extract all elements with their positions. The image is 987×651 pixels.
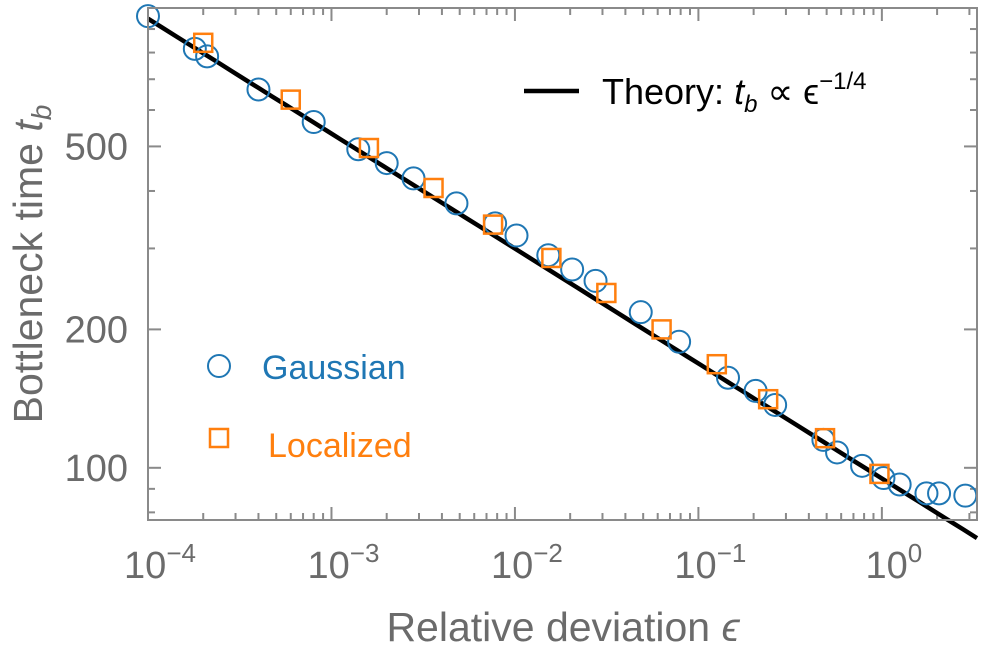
legend-theory-label: Theory: tb ∝ ϵ−1/4 — [602, 68, 866, 118]
localized-point — [651, 319, 672, 340]
localized-point — [869, 463, 890, 485]
gaussian-point — [825, 440, 850, 465]
gaussian-point — [914, 481, 939, 506]
localized-point — [757, 388, 779, 410]
gaussian-point — [871, 466, 896, 491]
gaussian-point — [887, 472, 912, 497]
localized-point — [541, 247, 562, 269]
x-tick-labels: 10−4 10−3 10−2 10−1 100 — [124, 538, 922, 587]
localized-point — [706, 353, 728, 375]
x-axis-title: Relative deviation ϵ — [386, 604, 740, 650]
theory-line-group — [146, 16, 979, 541]
localized-point — [596, 282, 617, 304]
gaussian-point — [444, 191, 469, 216]
localized-point — [192, 32, 214, 54]
gaussian-point — [716, 365, 741, 390]
localized-point — [358, 137, 380, 159]
localized-point — [482, 214, 504, 235]
x-tick-label: 100 — [865, 538, 922, 587]
gaussian-point — [504, 223, 529, 248]
legend-localized: Localized — [208, 427, 412, 465]
y-tick-label: 500 — [65, 126, 128, 168]
legend-gaussian: Gaussian — [207, 349, 406, 387]
y-tick-labels: 100 200 500 — [65, 126, 128, 489]
y-tick-label: 100 — [65, 448, 128, 490]
gaussian-point — [763, 392, 788, 417]
gaussian-point — [628, 300, 653, 325]
x-tick-label: 10−4 — [124, 538, 196, 587]
data-points — [136, 4, 978, 508]
gaussian-point — [536, 243, 561, 268]
legend-gaussian-marker — [207, 354, 231, 378]
gaussian-point — [246, 77, 271, 102]
localized-point — [423, 177, 444, 199]
localized-point — [814, 427, 836, 449]
x-tick-label: 10−2 — [491, 538, 563, 587]
theory-line — [146, 16, 979, 541]
gaussian-point — [953, 483, 978, 508]
gaussian-point — [374, 151, 399, 176]
axis-ticks — [147, 7, 977, 520]
legend-localized-label: Localized — [268, 427, 412, 465]
gaussian-point — [927, 481, 952, 506]
gaussian-point — [667, 329, 692, 354]
y-axis-title: Bottleneck time tb — [5, 105, 57, 424]
plot-frame — [147, 7, 978, 521]
x-tick-label: 10−1 — [674, 538, 746, 587]
legend-gaussian-label: Gaussian — [262, 349, 406, 387]
gaussian-point — [583, 268, 608, 293]
legend-localized-marker — [208, 427, 230, 449]
localized-point — [280, 89, 302, 110]
series-localized — [192, 32, 890, 485]
gaussian-point — [560, 257, 585, 282]
x-tick-label: 10−3 — [307, 538, 379, 587]
y-tick-label: 200 — [65, 309, 128, 351]
gaussian-point — [301, 110, 326, 135]
gaussian-point — [195, 44, 220, 69]
legend-theory: Theory: tb ∝ ϵ−1/4 — [524, 68, 866, 118]
gaussian-point — [346, 137, 371, 162]
